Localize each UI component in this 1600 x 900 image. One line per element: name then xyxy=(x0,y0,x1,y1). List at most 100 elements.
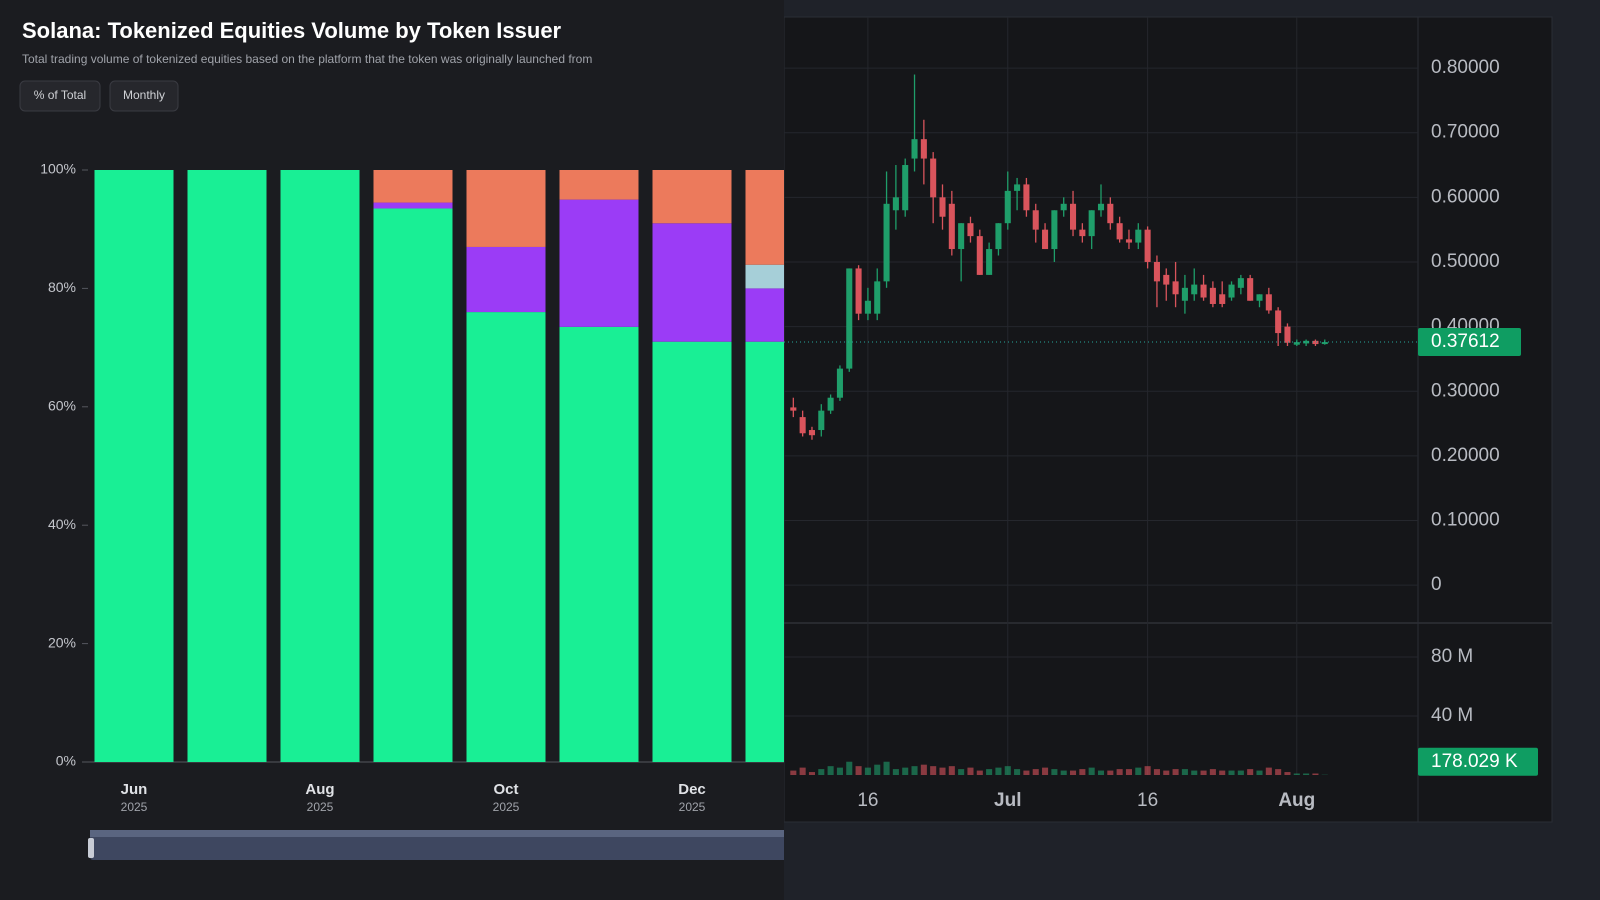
bar-segment xyxy=(745,288,784,342)
volume-bar xyxy=(855,766,862,775)
candle-body xyxy=(1014,184,1021,191)
last-price-badge xyxy=(1418,328,1521,357)
bar-segment xyxy=(745,341,784,762)
volume-bar xyxy=(1032,769,1039,775)
y-tick-label: 0 xyxy=(1431,574,1442,595)
volume-bar xyxy=(1275,769,1282,775)
candle-body xyxy=(1060,203,1067,211)
candle-body xyxy=(1247,278,1254,301)
y-tick-label: 100% xyxy=(40,161,76,177)
volume-bar xyxy=(1237,770,1244,775)
candle-body xyxy=(1172,281,1179,295)
candle-body xyxy=(1079,229,1086,237)
chart-title: Solana: Tokenized Equities Volume by Tok… xyxy=(22,18,562,43)
candle-body xyxy=(902,165,909,211)
volume-bar xyxy=(1247,769,1254,775)
button[interactable] xyxy=(109,80,179,112)
candle-body xyxy=(1144,229,1151,262)
candle-body xyxy=(818,410,825,431)
volume-bar xyxy=(1023,770,1030,775)
volume-bar xyxy=(1209,769,1216,775)
candle-body xyxy=(1107,203,1114,224)
volume-bar xyxy=(874,764,881,775)
candle-body xyxy=(1069,203,1077,230)
candle-body xyxy=(1125,239,1133,243)
volume-bar xyxy=(1051,769,1058,775)
volume-bar xyxy=(818,769,825,775)
bar-segment xyxy=(745,170,784,265)
x-tick-label: Aug xyxy=(1278,790,1315,811)
candle-body xyxy=(986,249,993,275)
candle-body xyxy=(855,268,862,314)
candle-body xyxy=(1256,294,1263,301)
candle-body xyxy=(1237,278,1244,288)
y-tick-label: 0.70000 xyxy=(1431,122,1500,143)
volume-bar xyxy=(1125,769,1133,775)
volume-bar xyxy=(883,761,890,775)
candle-body xyxy=(1200,284,1207,298)
volume-bar xyxy=(1256,770,1263,775)
volume-bar xyxy=(1060,770,1067,775)
volume-bar xyxy=(1135,767,1142,775)
candle-body xyxy=(874,281,881,314)
y-tick-label: 40 M xyxy=(1431,705,1473,726)
volume-bar xyxy=(1293,773,1300,775)
candle-body xyxy=(1265,294,1272,311)
button-label[interactable]: % of Total xyxy=(34,88,86,102)
candle-body xyxy=(1023,184,1030,211)
candle-body xyxy=(948,203,955,250)
candle-body xyxy=(827,397,834,411)
y-tick-label: 0.60000 xyxy=(1431,186,1500,207)
bar-segment xyxy=(466,246,546,313)
volume-bar xyxy=(836,767,843,775)
candle-body xyxy=(930,158,937,198)
bar-chart: Solana: Tokenized Equities Volume by Tok… xyxy=(19,17,790,860)
volume-bar xyxy=(995,767,1002,775)
candle-body xyxy=(892,197,899,211)
y-tick-label: 80 M xyxy=(1431,646,1473,667)
candle-body xyxy=(958,223,965,250)
volume-bar xyxy=(958,769,965,775)
bar-segment xyxy=(652,170,732,224)
volume-bar xyxy=(930,766,937,775)
candle-body xyxy=(1181,287,1188,301)
candle-body xyxy=(1284,326,1291,343)
volume-bar xyxy=(948,766,955,775)
volume-bar xyxy=(827,766,834,775)
candle-body xyxy=(836,368,843,398)
bar-segment xyxy=(559,199,639,327)
x-tick-label: Aug xyxy=(305,781,334,798)
volume-bar xyxy=(1144,766,1151,775)
last-volume-badge xyxy=(1418,747,1538,776)
volume-bar xyxy=(1116,769,1123,775)
volume-bar xyxy=(1312,773,1319,775)
volume-bar xyxy=(799,767,806,775)
volume-bar xyxy=(1069,770,1077,775)
candle-body xyxy=(1032,210,1039,230)
candle-body xyxy=(995,223,1002,250)
x-tick-label: Jul xyxy=(994,790,1021,811)
chart-subtitle: Total trading volume of tokenized equiti… xyxy=(22,52,592,66)
range-slider[interactable] xyxy=(90,830,790,860)
button[interactable] xyxy=(19,80,101,112)
volume-bar xyxy=(1219,770,1226,775)
slider-handle[interactable] xyxy=(88,838,94,858)
volume-bar xyxy=(1181,769,1188,775)
x-tick-label: 16 xyxy=(1137,790,1158,811)
candle-body xyxy=(967,223,974,237)
button-label[interactable]: Monthly xyxy=(123,88,165,102)
y-tick-label: 60% xyxy=(48,398,76,414)
volume-bar xyxy=(1107,770,1114,775)
candle-body xyxy=(1293,342,1300,345)
y-tick-label: 0% xyxy=(56,753,76,769)
x-tick-label: Oct xyxy=(493,781,518,798)
x-tick-sublabel: 2025 xyxy=(307,800,334,814)
candle-body xyxy=(1191,284,1198,295)
candle-chart: 16 Jul 16 Aug00.100000.200000.300000.400000… xyxy=(784,17,1538,811)
y-tick-label: 20% xyxy=(48,634,76,650)
volume-bar xyxy=(911,766,918,775)
volume-bar xyxy=(902,767,909,775)
y-tick-label: 0.30000 xyxy=(1431,380,1500,401)
candle-body xyxy=(808,430,816,436)
